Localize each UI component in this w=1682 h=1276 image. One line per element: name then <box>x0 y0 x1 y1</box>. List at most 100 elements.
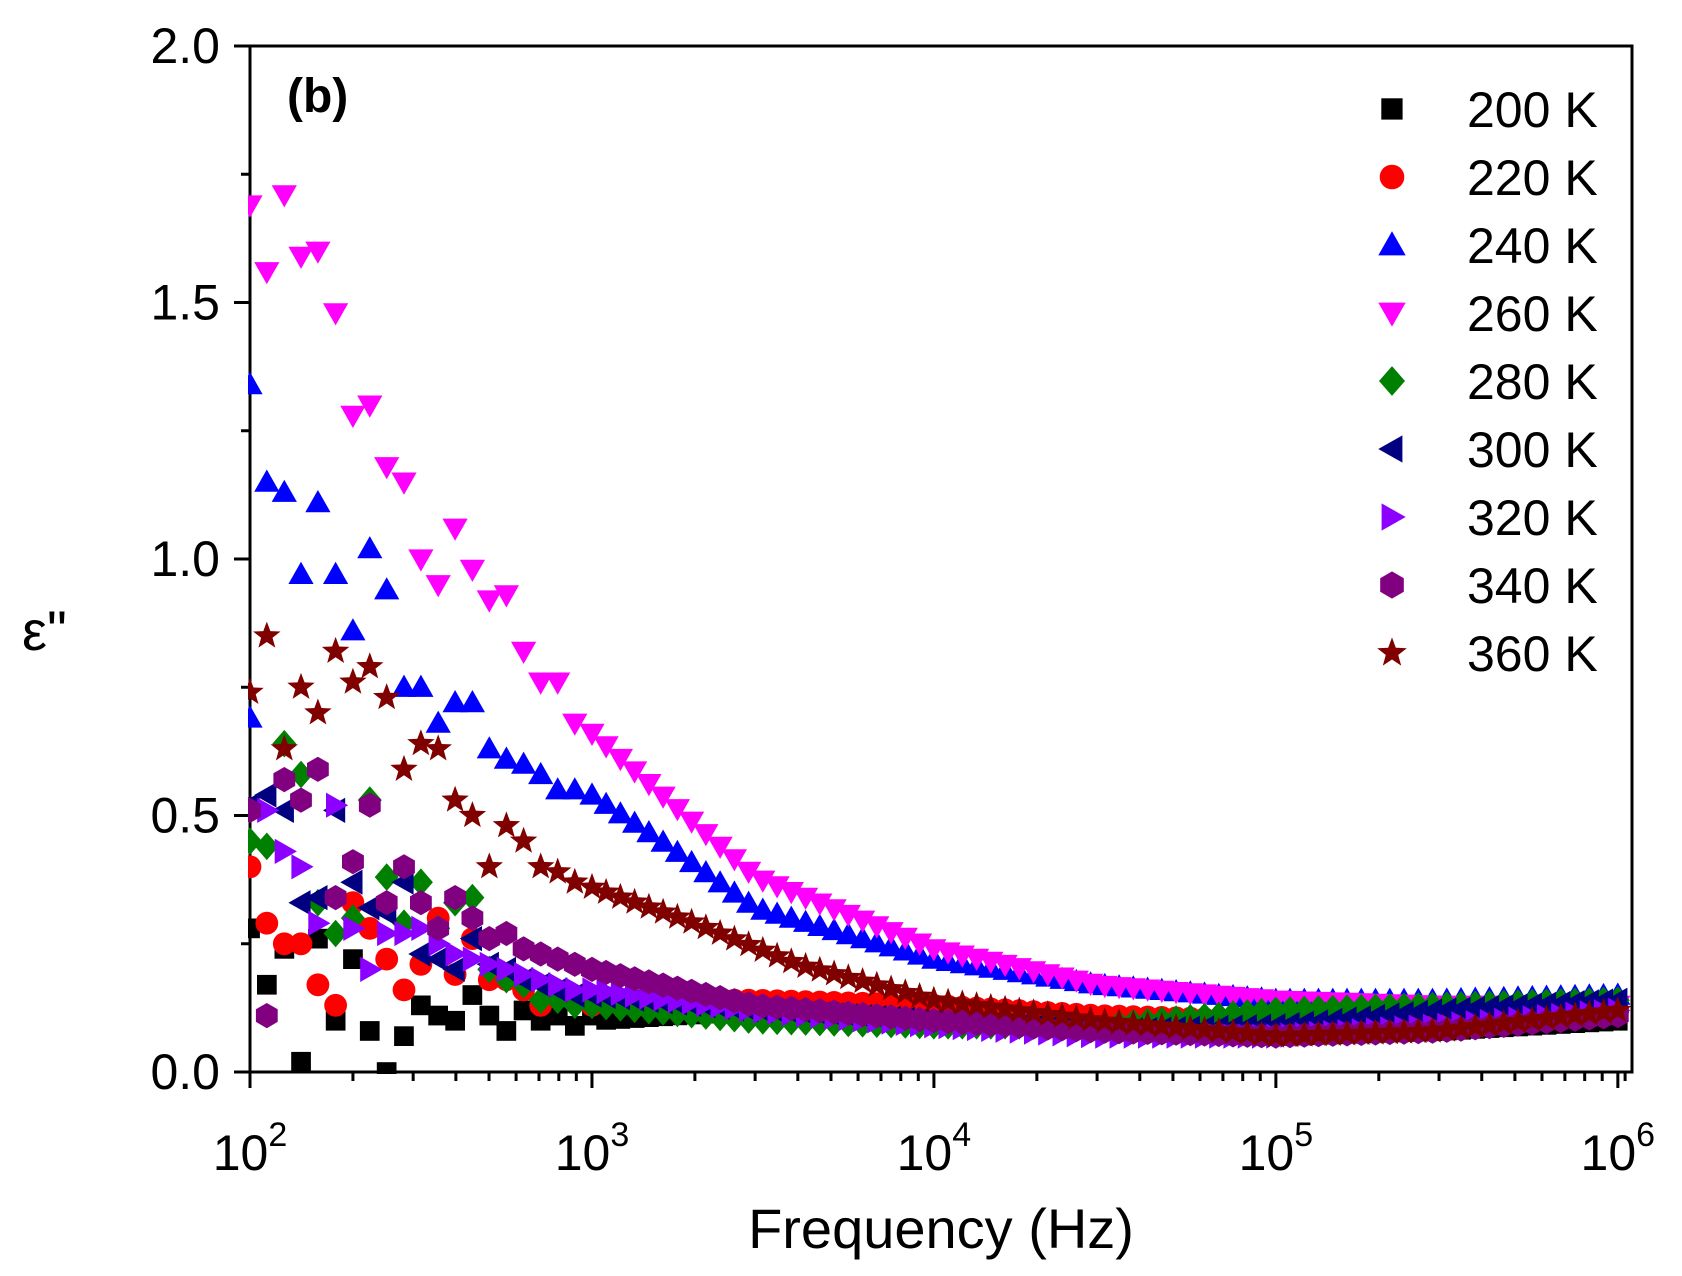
data-point <box>1533 991 1557 1017</box>
data-point <box>707 870 733 893</box>
plot-frame <box>248 44 1634 1074</box>
data-point <box>544 857 572 884</box>
data-point <box>1476 994 1500 1021</box>
data-point <box>343 949 363 969</box>
data-point <box>254 782 277 808</box>
data-point <box>459 559 485 582</box>
data-point <box>878 922 904 945</box>
data-point <box>1034 1000 1062 1027</box>
data-point <box>511 641 537 664</box>
data-point <box>496 956 519 982</box>
data-point <box>850 910 876 933</box>
data-point <box>1561 1001 1589 1027</box>
data-point <box>1447 1014 1475 1041</box>
data-point <box>305 490 331 513</box>
data-point <box>734 930 763 957</box>
data-point <box>321 636 350 663</box>
data-point <box>1062 1003 1090 1030</box>
legend-label: 220 K <box>1467 150 1598 206</box>
legend-marker <box>1378 231 1406 256</box>
data-point <box>835 904 861 928</box>
data-point <box>664 799 690 822</box>
legend-marker <box>1377 637 1407 666</box>
data-point <box>635 892 663 919</box>
x-tick-label: 106 <box>1581 1116 1656 1181</box>
data-point <box>693 860 719 883</box>
data-point <box>340 405 366 428</box>
legend-marker <box>1381 98 1403 120</box>
legend-marker <box>1378 302 1406 327</box>
legend-item: 300 K <box>1378 422 1598 478</box>
data-point <box>248 827 262 855</box>
data-point <box>342 849 364 875</box>
data-point <box>408 549 434 572</box>
data-point <box>1119 1009 1147 1036</box>
legend-item: 220 K <box>1379 150 1598 206</box>
data-point <box>527 852 555 879</box>
data-point <box>248 855 262 879</box>
data-point <box>1434 997 1457 1023</box>
data-point <box>1532 1004 1561 1031</box>
data-point <box>1504 1007 1532 1034</box>
series-360k <box>248 621 1632 1048</box>
data-point <box>374 457 400 480</box>
data-point <box>340 869 363 895</box>
data-point <box>479 1005 500 1026</box>
data-point <box>288 246 314 269</box>
data-point <box>610 980 633 1007</box>
data-point <box>529 941 552 967</box>
data-point <box>255 911 279 935</box>
data-point <box>593 736 619 759</box>
legend-item: 260 K <box>1378 286 1598 342</box>
data-point <box>1562 990 1585 1016</box>
data-point <box>390 754 418 781</box>
data-point <box>274 838 297 864</box>
data-point <box>442 956 465 982</box>
legend: 200 K 220 K 240 K 260 K 280 K 300 K 320 K 340 K… <box>1377 82 1598 682</box>
data-point <box>905 982 934 1008</box>
data-point <box>596 979 619 1005</box>
data-point <box>920 985 948 1012</box>
data-point <box>408 674 434 697</box>
data-point <box>850 926 876 949</box>
data-point <box>1148 1011 1176 1038</box>
data-point <box>339 667 367 694</box>
data-point <box>607 801 633 824</box>
data-point <box>374 577 400 600</box>
data-point <box>478 926 501 952</box>
data-point <box>462 985 483 1005</box>
data-point <box>1219 1018 1247 1045</box>
data-point <box>425 575 451 598</box>
x-axis-title: Frequency (Hz) <box>748 1197 1134 1260</box>
data-point <box>608 994 633 1022</box>
data-point <box>289 760 313 789</box>
y-tick-label: 0.5 <box>150 788 220 844</box>
data-point <box>305 885 328 911</box>
data-point <box>391 674 417 697</box>
data-point <box>287 672 315 699</box>
data-point <box>428 1005 448 1026</box>
data-point <box>593 791 619 814</box>
data-point <box>1304 1020 1333 1047</box>
data-point <box>562 777 588 800</box>
legend-label: 300 K <box>1467 422 1598 478</box>
data-point <box>393 854 415 880</box>
legend-marker <box>1379 366 1405 396</box>
data-point <box>1575 999 1603 1026</box>
data-point <box>892 927 918 950</box>
legend-item: 280 K <box>1379 354 1598 410</box>
data-point <box>441 785 469 812</box>
data-point <box>257 974 277 995</box>
data-point <box>254 832 279 861</box>
data-point <box>545 672 571 695</box>
data-point <box>1419 998 1443 1024</box>
data-point <box>410 890 432 916</box>
data-point <box>663 902 692 929</box>
data-point <box>1190 1015 1219 1042</box>
data-point <box>592 877 620 904</box>
data-point <box>340 618 366 641</box>
data-point <box>462 946 485 972</box>
legend-label: 200 K <box>1467 82 1598 138</box>
data-point <box>977 992 1005 1019</box>
